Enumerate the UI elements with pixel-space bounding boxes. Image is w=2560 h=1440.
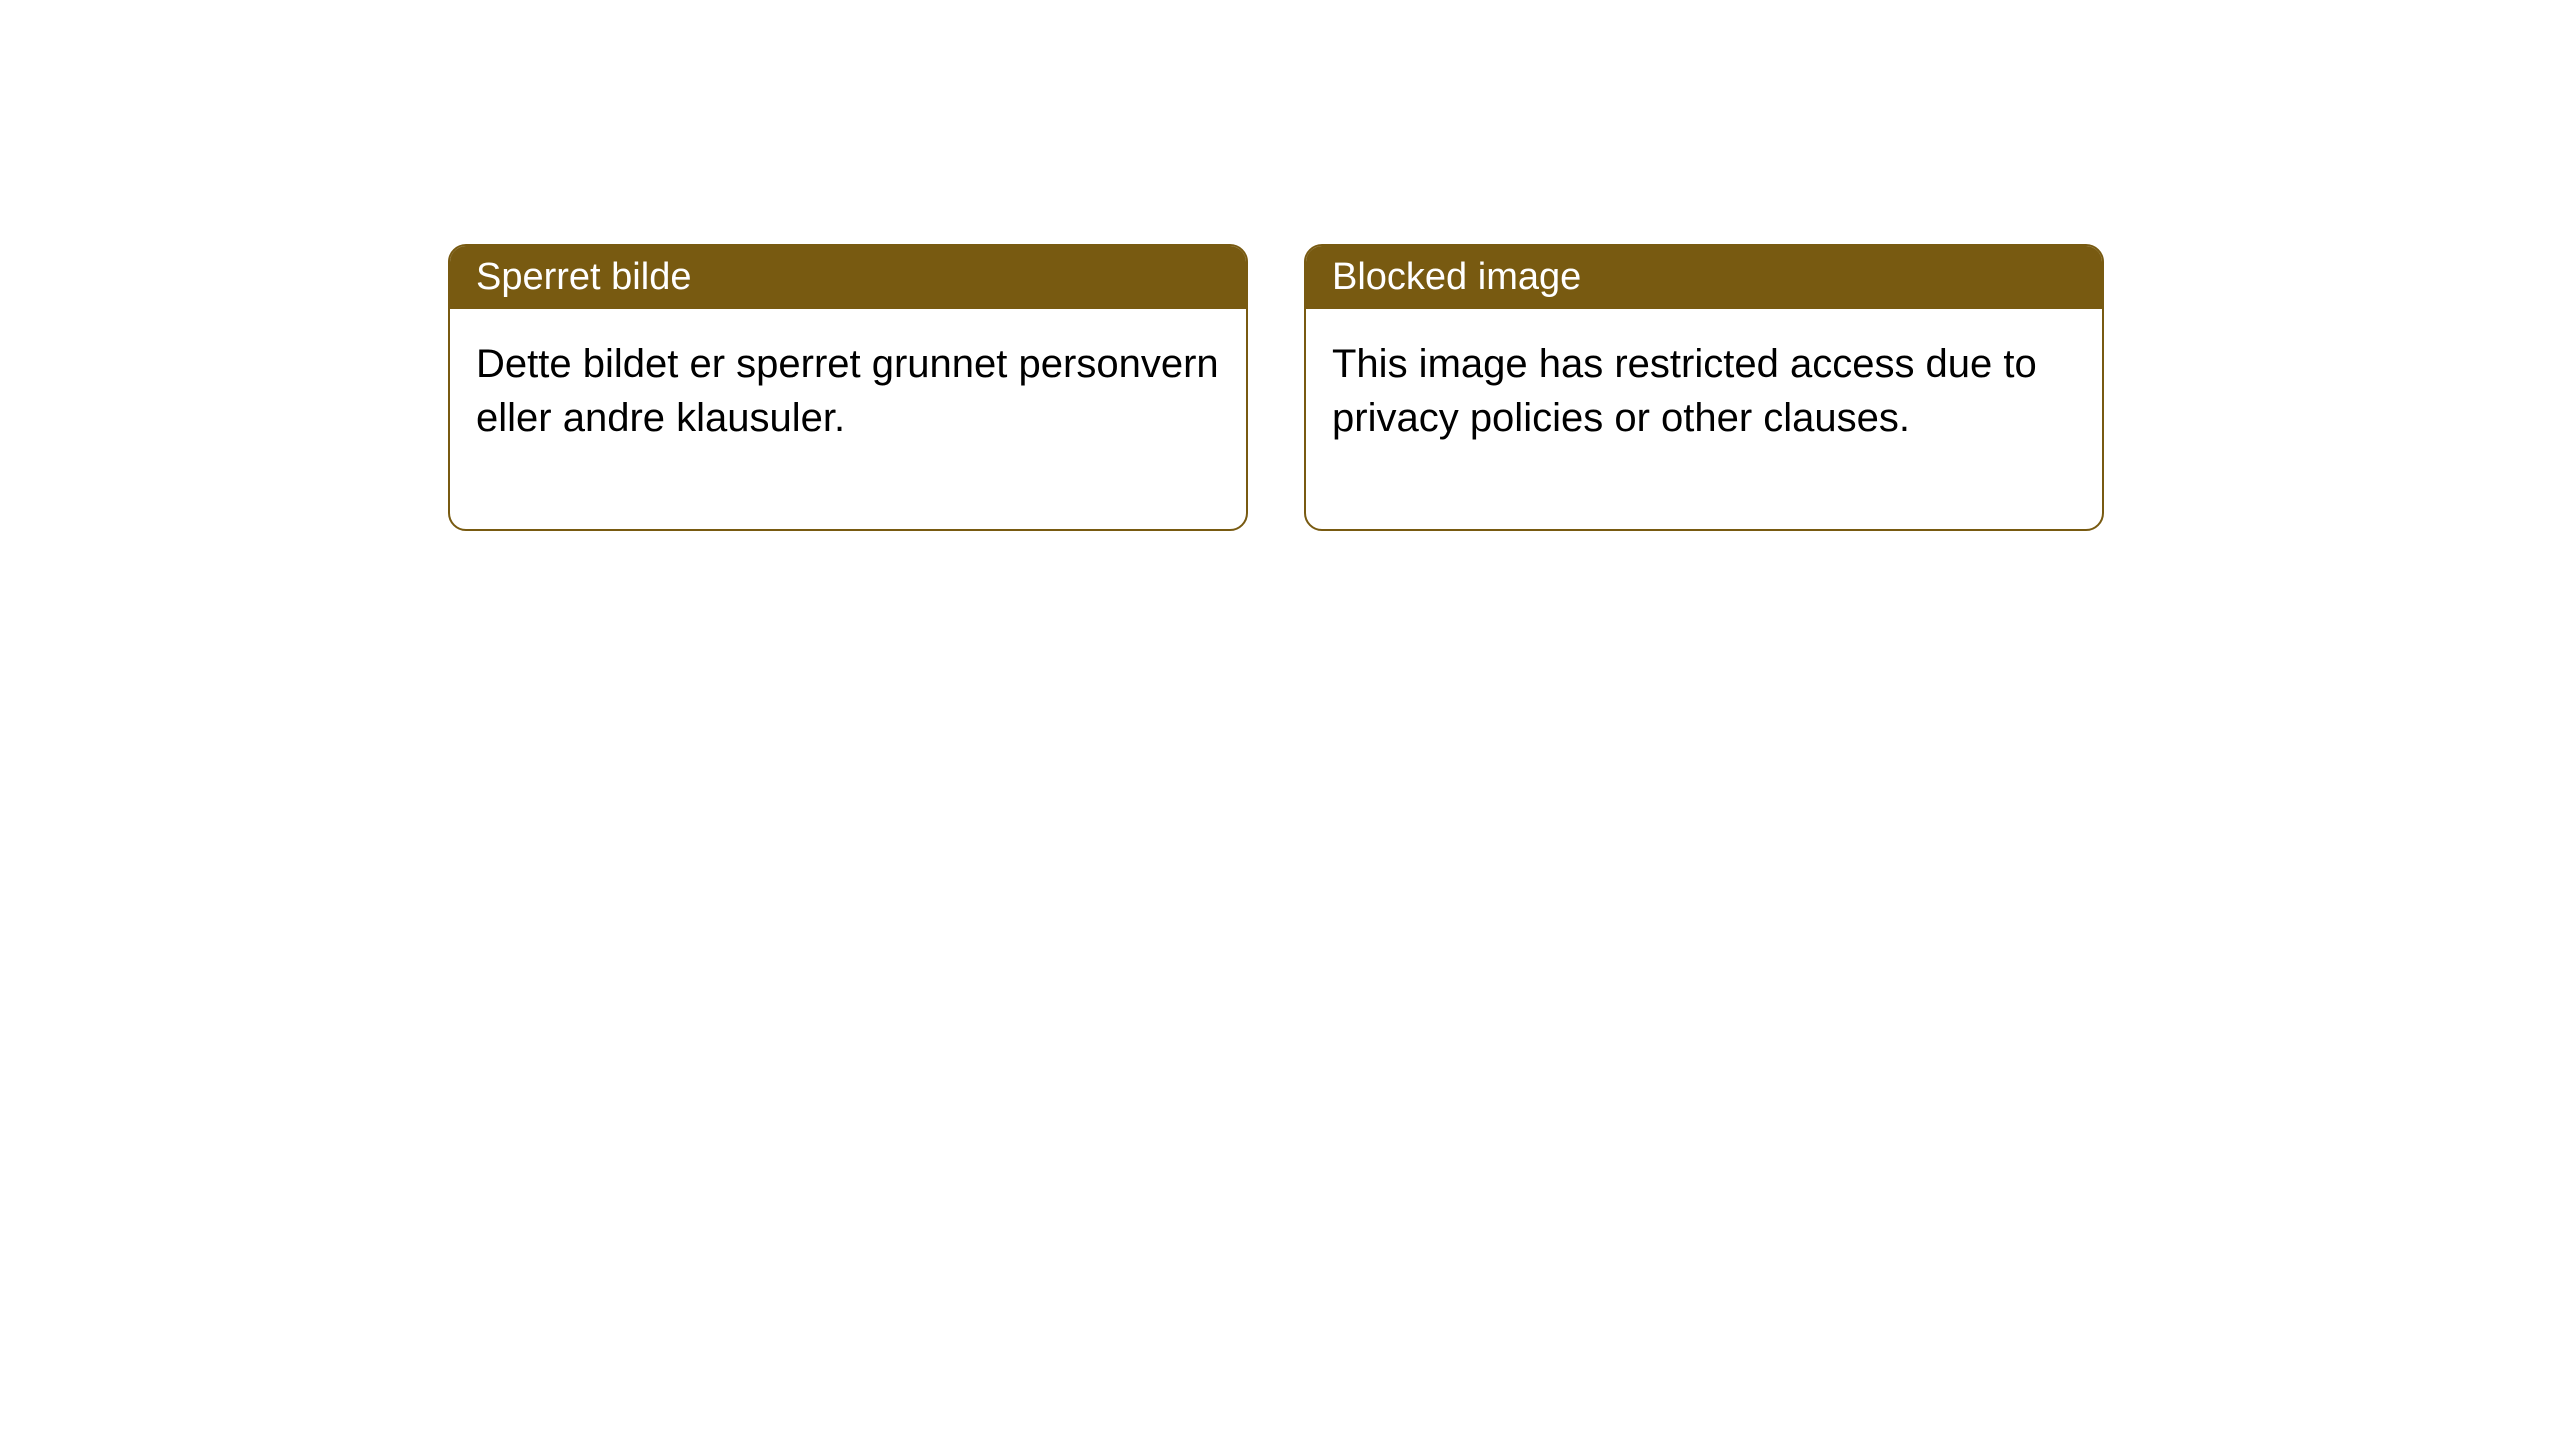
notice-header: Sperret bilde	[450, 246, 1246, 309]
notice-body: Dette bildet er sperret grunnet personve…	[450, 309, 1246, 529]
notice-body: This image has restricted access due to …	[1306, 309, 2102, 529]
notice-box-english: Blocked image This image has restricted …	[1304, 244, 2104, 531]
notice-container: Sperret bilde Dette bildet er sperret gr…	[448, 244, 2104, 531]
notice-header: Blocked image	[1306, 246, 2102, 309]
notice-box-norwegian: Sperret bilde Dette bildet er sperret gr…	[448, 244, 1248, 531]
